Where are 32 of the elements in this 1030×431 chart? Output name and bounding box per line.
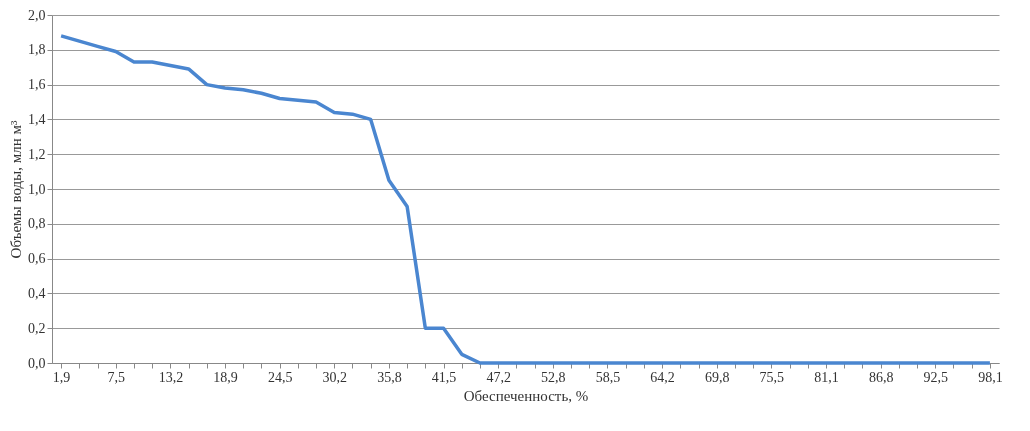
y-tick-label: 0,8 [28, 216, 46, 232]
x-tick-label: 98,1 [978, 369, 1003, 385]
x-tick-label: 58,5 [595, 369, 621, 385]
x-tick-label: 64,2 [650, 369, 675, 385]
x-tick-label: 47,2 [486, 369, 511, 385]
y-tick-label: 0,4 [28, 285, 46, 301]
x-tick-label: 1,9 [52, 369, 71, 385]
x-tick-label: 52,8 [541, 369, 566, 385]
y-axis-title: Объемы воды, млн м³ [8, 120, 24, 259]
x-tick-label: 75,5 [759, 369, 785, 385]
x-tick-label: 41,5 [431, 369, 457, 385]
y-tick-label: 1,0 [28, 181, 46, 197]
x-axis-title: Обеспеченность, % [463, 387, 589, 404]
y-tick-label: 1,2 [28, 146, 46, 162]
x-tick-label: 35,8 [377, 369, 402, 385]
x-tick-label: 69,8 [704, 369, 730, 385]
y-tick-label: 2,0 [28, 7, 46, 23]
x-tick-label: 7,5 [107, 369, 125, 385]
y-tick-label: 0,6 [28, 251, 46, 267]
x-tick-label: 24,5 [267, 369, 293, 385]
y-tick-label: 0,0 [28, 355, 46, 371]
y-tick-label: 0,2 [28, 320, 46, 336]
y-tick-label: 1,6 [28, 77, 46, 93]
line-series [59, 34, 992, 365]
y-tick-label: 1,4 [28, 111, 46, 127]
x-tick-label: 18,9 [213, 369, 238, 385]
x-tick-label: 13,2 [158, 369, 184, 385]
x-tick-label: 92,5 [923, 369, 949, 385]
x-tick-label: 30,2 [322, 369, 348, 385]
x-tick-label: 86,8 [868, 369, 894, 385]
x-tick-label: 81,1 [814, 369, 839, 385]
y-tick-label: 1,8 [28, 42, 46, 58]
